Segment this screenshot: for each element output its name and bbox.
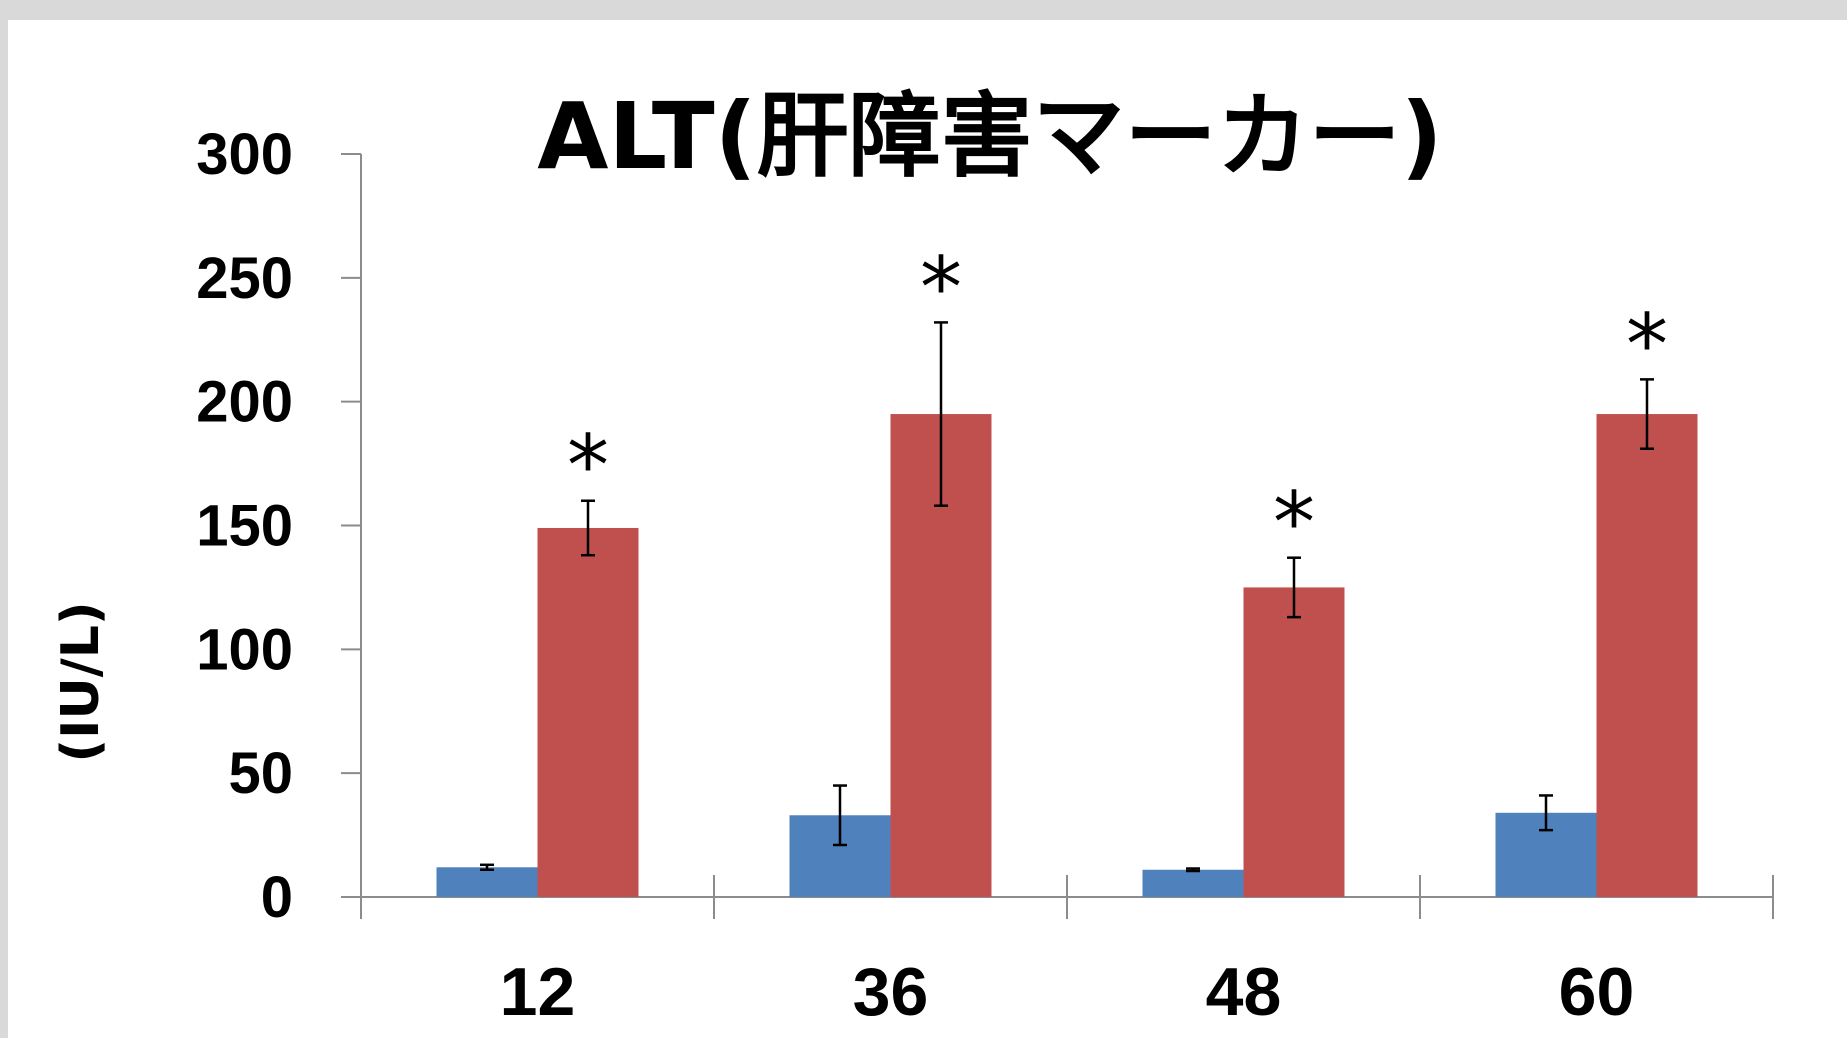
chart-title: ALT(肝障害マーカー) bbox=[537, 83, 1442, 190]
bar-series2-12 bbox=[537, 527, 639, 897]
x-tick-label: 36 bbox=[853, 954, 929, 1030]
significance-star: * bbox=[920, 238, 962, 336]
x-tick-label: 12 bbox=[500, 954, 576, 1030]
bar-series2-60 bbox=[1596, 414, 1698, 897]
y-tick-label: 0 bbox=[261, 865, 293, 930]
significance-star: * bbox=[1273, 474, 1315, 572]
bars bbox=[436, 414, 1698, 897]
y-tick-label: 300 bbox=[196, 122, 293, 187]
y-tick-label: 250 bbox=[196, 246, 293, 311]
bar-series2-48 bbox=[1243, 587, 1345, 897]
y-tick-label: 100 bbox=[196, 617, 293, 682]
y-tick-label: 50 bbox=[228, 741, 293, 806]
significance-markers: * * * * bbox=[567, 238, 1668, 571]
y-tick-labels: 0 50 100 150 200 250 300 bbox=[196, 122, 293, 930]
x-tick-labels: 12 36 48 60 bbox=[500, 954, 1635, 1030]
x-tick-label: 48 bbox=[1206, 954, 1282, 1030]
bar-series1-12 bbox=[436, 867, 538, 897]
bar-series1-48 bbox=[1142, 869, 1244, 897]
y-axis-label: (IU/L) bbox=[51, 601, 111, 762]
error-bars bbox=[480, 321, 1654, 873]
y-tick-label: 200 bbox=[196, 370, 293, 435]
significance-star: * bbox=[567, 417, 609, 515]
x-tick-label: 60 bbox=[1559, 954, 1635, 1030]
y-tick-label: 150 bbox=[196, 494, 293, 559]
significance-star: * bbox=[1626, 295, 1668, 393]
